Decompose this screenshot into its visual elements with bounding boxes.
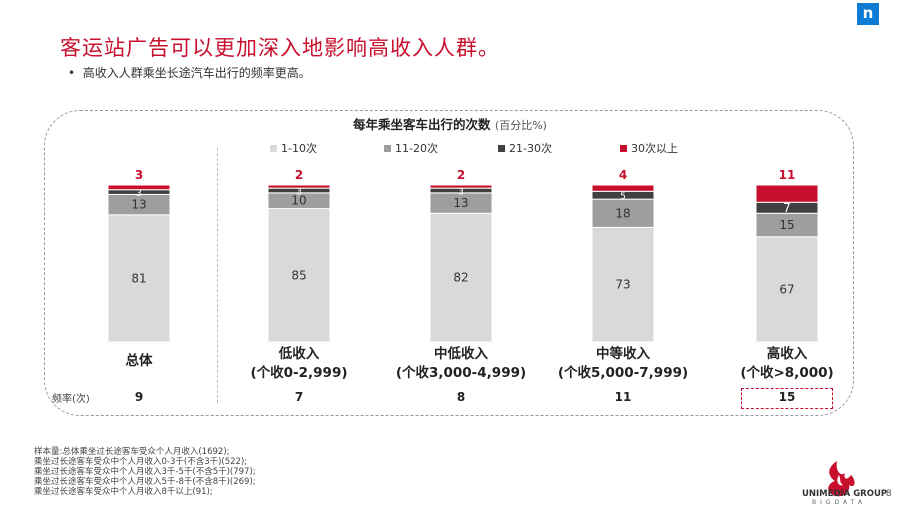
category-label-line: (个收3,000-4,999)	[395, 365, 527, 381]
data-label: 13	[453, 196, 468, 210]
data-label: 81	[131, 271, 146, 285]
bar-segment	[755, 184, 819, 203]
chart-title-unit: (百分比%)	[494, 119, 547, 132]
legend-label: 30次以上	[631, 142, 678, 155]
legend-swatch	[270, 144, 277, 152]
brand-subtitle: BIGDATA	[812, 499, 866, 506]
category-label-line: 高收入	[766, 346, 808, 362]
bar-segment	[107, 214, 171, 343]
category-label: 中低收入 (个收3,000-4,999)	[381, 345, 541, 383]
data-label: 3	[135, 168, 143, 182]
brand-name: UNIMEDIA GROUP	[802, 489, 888, 499]
category-label-line: (个收0-2,999)	[250, 365, 348, 381]
bullet-text: 高收入人群乘坐长途汽车出行的频率更高。	[82, 66, 311, 80]
bar-segment	[429, 212, 493, 343]
chart-panel	[44, 110, 854, 416]
data-label: 11	[779, 168, 796, 182]
brand-corner-logo: n	[857, 3, 879, 25]
bar-segment	[107, 184, 171, 191]
category-label-line: 低收入	[278, 346, 320, 362]
legend-label: 11-20次	[395, 142, 438, 155]
brand-logo-icon	[828, 461, 855, 497]
frequency-value: 15	[778, 390, 796, 404]
category-label: 高收入 (个收>8,000)	[707, 345, 867, 383]
legend-item-11-20: 11-20次	[384, 140, 438, 156]
data-label: 5	[620, 192, 626, 202]
footnote-line: 乘坐过长途客车受众中个人月收入8千以上(91);	[34, 487, 213, 497]
data-label: 13	[131, 198, 146, 212]
chart-divider	[217, 148, 218, 403]
footnote-line: 乘坐过长途客车受众中个人月收入5千-8千(不含8千)(269);	[34, 477, 256, 487]
data-label: 3	[296, 187, 302, 197]
legend-item-30-plus: 30次以上	[620, 140, 678, 156]
legend-swatch	[384, 144, 391, 152]
legend-item-21-30: 21-30次	[498, 140, 552, 156]
legend-label: 1-10次	[281, 142, 317, 155]
data-label: 3	[458, 187, 464, 197]
bar-segment	[591, 184, 655, 192]
data-label: 7	[783, 201, 791, 215]
footnote: 样本量:总体乘坐过长途客车受众个人月收入(1692); 乘坐过长途客车受众中个人…	[34, 447, 256, 497]
frequency-value: 11	[614, 390, 632, 404]
frequency-label: 频率(次)	[52, 394, 90, 405]
category-label-line: 中等收入	[596, 346, 650, 362]
chart-title: 每年乘坐客车出行的次数 (百分比%)	[0, 114, 900, 133]
data-label: 15	[779, 218, 794, 232]
data-label: 82	[453, 271, 468, 285]
data-label: 3	[136, 189, 142, 199]
category-label-line: 中低收入	[434, 346, 488, 362]
frequency-value: 9	[134, 390, 144, 404]
bar-segment	[429, 184, 493, 189]
category-label-line: (个收5,000-7,999)	[557, 365, 689, 381]
data-label: 18	[615, 206, 630, 220]
data-label: 73	[615, 278, 630, 292]
page-title: 客运站广告可以更加深入地影响高收入人群。	[60, 36, 500, 60]
bar-segment	[267, 184, 331, 189]
page-number: 8	[886, 489, 892, 499]
footnote-line: 乘坐过长途客车受众中个人月收入0-3千(不含3千)(522);	[34, 457, 248, 467]
bar-segment	[267, 208, 331, 343]
category-label-line: (个收>8,000)	[740, 365, 834, 381]
category-label-line: 总体	[125, 353, 153, 369]
data-label: 10	[291, 194, 306, 208]
data-label: 2	[295, 168, 303, 182]
footnote-line: 乘坐过长途客车受众中个人月收入3千-5千(不含5千)(797);	[34, 467, 256, 477]
data-label: 67	[779, 282, 794, 296]
legend-swatch	[620, 144, 627, 152]
bullet-mark: •	[68, 66, 76, 80]
chart-legend: 1-10次 11-20次 21-30次 30次以上	[0, 140, 900, 156]
data-label: 85	[291, 268, 306, 282]
legend-item-1-10: 1-10次	[270, 140, 317, 156]
frequency-value: 7	[294, 390, 304, 404]
bar-segment	[591, 226, 655, 343]
footnote-line: 样本量:总体乘坐过长途客车受众个人月收入(1692);	[34, 447, 230, 457]
bullet-point: • 高收入人群乘坐长途汽车出行的频率更高。	[68, 64, 311, 81]
data-label: 2	[457, 168, 465, 182]
chart-title-text: 每年乘坐客车出行的次数	[353, 117, 491, 132]
frequency-value: 8	[456, 390, 466, 404]
legend-swatch	[498, 144, 505, 152]
bar-segment	[591, 198, 655, 228]
category-label: 中等收入 (个收5,000-7,999)	[543, 345, 703, 383]
category-label: 低收入 (个收0-2,999)	[219, 345, 379, 383]
data-label: 4	[619, 168, 627, 182]
frequency-highlight-box	[741, 388, 833, 409]
legend-label: 21-30次	[509, 142, 552, 155]
category-label: 总体	[59, 352, 219, 371]
bar-segment	[755, 236, 819, 343]
